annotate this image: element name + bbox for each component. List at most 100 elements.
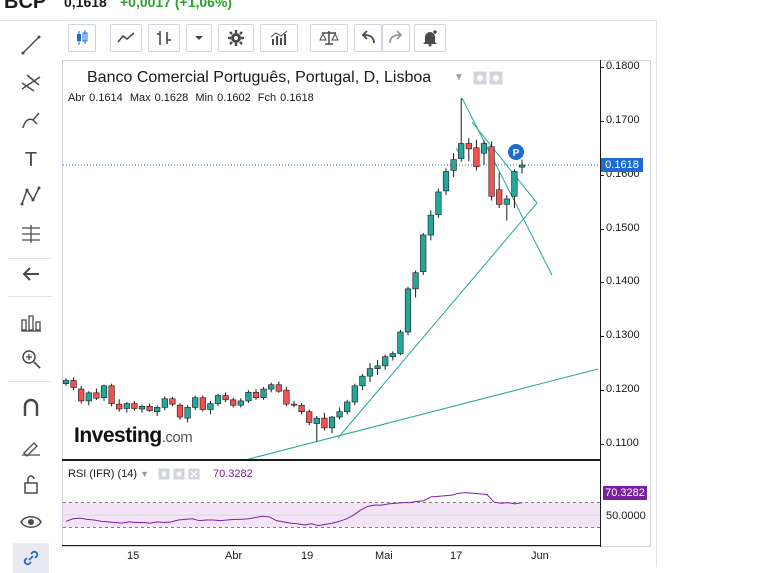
divider — [8, 296, 52, 297]
top-bar: BCP 0,1618 +0,0017 (+1,06%) — [0, 0, 768, 20]
trend-line — [461, 97, 553, 276]
candle-body — [511, 171, 518, 197]
svg-text:T: T — [25, 149, 37, 170]
logo-text: Investing — [74, 424, 162, 447]
candle-body — [496, 189, 503, 205]
candle-body — [62, 380, 70, 384]
chart-title[interactable]: Banco Comercial Português, Portugal, D, … — [87, 69, 432, 86]
price-axis[interactable] — [600, 60, 601, 547]
y-tick-label: 0.1800 — [606, 60, 640, 72]
marker-badge — [508, 144, 524, 160]
dropdown-icon[interactable] — [186, 24, 212, 52]
candle-body — [313, 417, 320, 424]
lock-icon[interactable] — [13, 469, 49, 499]
alert-icon[interactable] — [414, 24, 446, 52]
x-tick-label: 19 — [301, 550, 314, 562]
time-axis[interactable] — [62, 545, 600, 546]
candle-body — [199, 397, 206, 410]
candle-body — [161, 398, 168, 408]
magnet-icon[interactable] — [13, 393, 49, 423]
candle-body — [222, 395, 229, 401]
eye-icon[interactable] — [13, 507, 49, 537]
layout-icon[interactable] — [13, 307, 49, 337]
divider — [0, 20, 656, 21]
candle-body — [146, 405, 153, 411]
candle-body — [290, 403, 298, 406]
close-label: Fch — [257, 92, 277, 104]
high-label: Max — [129, 92, 151, 104]
x-tick-label: Mai — [375, 550, 393, 562]
lock-drawing-icon[interactable] — [13, 431, 49, 461]
candle-body — [359, 375, 366, 387]
rsi-line — [65, 492, 523, 527]
ticker-symbol: BCP — [4, 0, 47, 13]
candle-body — [435, 191, 442, 215]
trend-line — [337, 202, 538, 439]
chart-frame[interactable] — [62, 60, 651, 547]
rsi-axis-label: 70.3282 — [603, 486, 647, 500]
trend-line — [471, 121, 538, 204]
series-settings[interactable] — [473, 71, 505, 90]
pattern-icon[interactable] — [13, 181, 49, 211]
y-tick-label: 0.1100 — [606, 437, 639, 449]
pane-separator[interactable] — [62, 459, 600, 461]
candle-body — [268, 384, 275, 390]
candle-body — [138, 405, 146, 410]
back-arrow-icon[interactable] — [13, 259, 49, 289]
text-icon[interactable]: T — [13, 143, 49, 173]
candle-body — [116, 403, 123, 410]
candle-body — [245, 391, 252, 402]
rsi-settings-icons[interactable] — [158, 468, 206, 480]
divider — [8, 258, 52, 259]
candle-body — [85, 392, 92, 402]
candle-body — [518, 164, 526, 168]
candle-body — [351, 385, 358, 403]
compare-icon[interactable] — [310, 24, 348, 52]
rsi-title[interactable]: RSI (IFR) (14) ▼ — [68, 468, 206, 480]
candle-body — [78, 388, 85, 402]
candle-body — [192, 397, 199, 408]
y-tick-label: 0.1400 — [606, 275, 640, 288]
chart-toolbar — [68, 24, 448, 54]
marker-label: P — [513, 148, 520, 159]
candle-body — [458, 143, 465, 159]
candle-body — [131, 403, 138, 409]
prediction-icon[interactable] — [13, 219, 49, 249]
x-tick-label: 15 — [127, 550, 140, 562]
candle-body — [306, 411, 313, 423]
candle-body — [214, 395, 222, 404]
y-tick-mark — [600, 282, 604, 284]
y-tick-mark — [600, 120, 604, 122]
chevron-down-icon[interactable]: ▼ — [140, 469, 150, 479]
candles-icon[interactable] — [68, 24, 96, 52]
candle-body — [397, 331, 404, 354]
candle-body — [298, 404, 305, 412]
area-chart-icon[interactable] — [110, 24, 142, 52]
candle-body — [184, 407, 191, 419]
investing-logo: Investing.com — [74, 424, 193, 448]
chevron-down-icon[interactable]: ▼ — [454, 72, 464, 83]
candle-body — [154, 407, 161, 412]
candle-body — [412, 272, 419, 290]
redo-icon[interactable] — [382, 24, 410, 52]
x-tick-label: 17 — [450, 550, 463, 562]
bars-icon[interactable] — [148, 24, 180, 52]
candle-body — [252, 391, 260, 398]
candle-body — [389, 353, 396, 358]
candle-body — [473, 147, 480, 167]
fib-tool-icon[interactable] — [13, 68, 49, 98]
candle-body — [427, 214, 434, 236]
divider — [8, 381, 52, 382]
trend-line-icon[interactable] — [13, 30, 49, 60]
x-tick-label: Abr — [225, 550, 243, 562]
brush-icon[interactable] — [13, 105, 49, 135]
settings-icon[interactable] — [218, 24, 254, 52]
indicators-icon[interactable] — [260, 24, 298, 52]
candle-body — [420, 234, 427, 272]
candle-body — [503, 198, 510, 205]
candle-body — [480, 143, 488, 154]
undo-icon[interactable] — [354, 24, 382, 52]
zoom-icon[interactable] — [13, 344, 49, 374]
rsi-value: 70.3282 — [213, 468, 253, 480]
